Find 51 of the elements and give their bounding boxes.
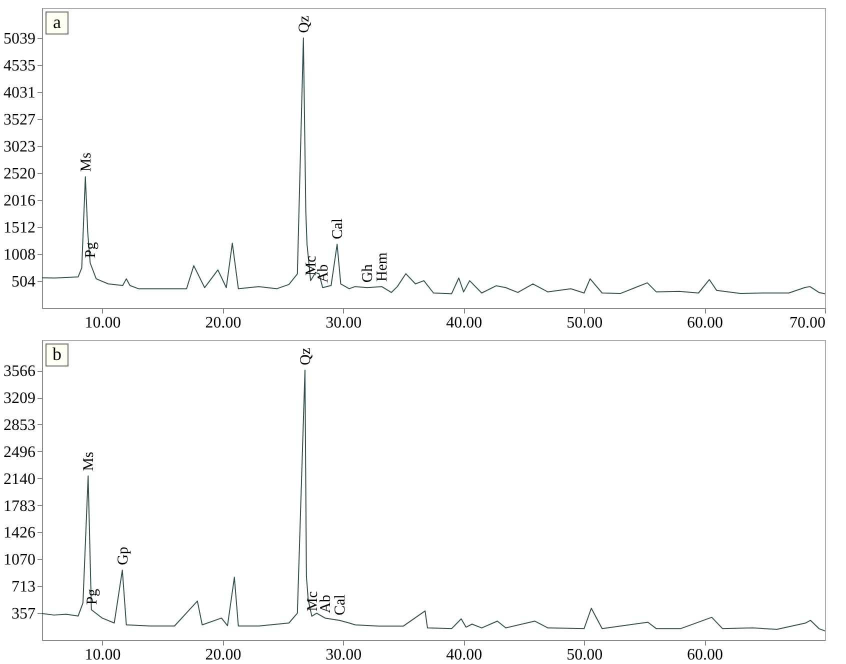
annotation: Hem [374,252,391,282]
x-tick-label: 30.00 [326,314,362,332]
y-tick-label: 1512 [4,220,36,236]
annotation: Ms [81,452,98,472]
x-tick-label: 50.00 [566,646,603,664]
annotation: Gh [360,264,376,283]
x-tick-label: 60.00 [687,314,724,332]
x-tick-label: 20.00 [205,646,242,664]
x-tick-label: 20.00 [205,314,242,332]
annotation: Mc [304,590,321,612]
x-tick-label: 30.00 [326,646,362,664]
y-tick-label: 2140 [4,470,36,488]
y-tick-label: 5039 [4,30,36,48]
y-tick-label: 1070 [4,552,36,569]
annotation: Qz [298,347,314,366]
y-tick-label: 4031 [4,84,36,102]
y-tick-label: 1783 [4,498,36,515]
y-tick-label: 2496 [4,444,36,461]
y-tick-label: 2016 [4,192,36,210]
y-tick-label: 713 [12,578,36,596]
x-tick-label: 40.00 [446,314,482,332]
x-tick-label: 10.00 [84,646,121,664]
y-tick-label: 3566 [4,363,36,380]
chart-title: a [53,12,61,32]
x-tick-label: 60.00 [687,646,724,664]
annotation: Cal [330,218,346,240]
y-tick-label: 3209 [4,390,36,408]
annotation: Qz [296,15,312,33]
line-series [42,370,825,632]
y-tick-label: 2520 [4,166,36,182]
x-tick-label: 50.00 [566,314,603,332]
y-tick-label: 1008 [4,246,36,264]
y-tick-label: 1426 [4,524,36,542]
y-tick-label: 3527 [4,112,36,129]
y-tick-label: 504 [12,274,36,290]
y-tick-label: 4535 [4,58,36,75]
annotation: Ms [78,152,94,172]
y-tick-label: 357 [12,606,36,623]
annotation: Pg [83,242,100,258]
x-tick-label: 40.00 [446,646,482,664]
annotation: Cal [332,594,349,616]
annotation: Gp [115,546,132,566]
annotation: Ab [318,594,334,614]
annotation: Pg [84,588,100,605]
line-series [42,38,825,294]
x-tick-label: 10.00 [84,314,121,332]
y-tick-label: 2853 [4,416,36,434]
annotation: Ab [316,264,332,283]
x-tick-label: 70.00 [790,314,826,332]
y-tick-label: 3023 [4,138,36,156]
chart-title: b [52,344,62,364]
